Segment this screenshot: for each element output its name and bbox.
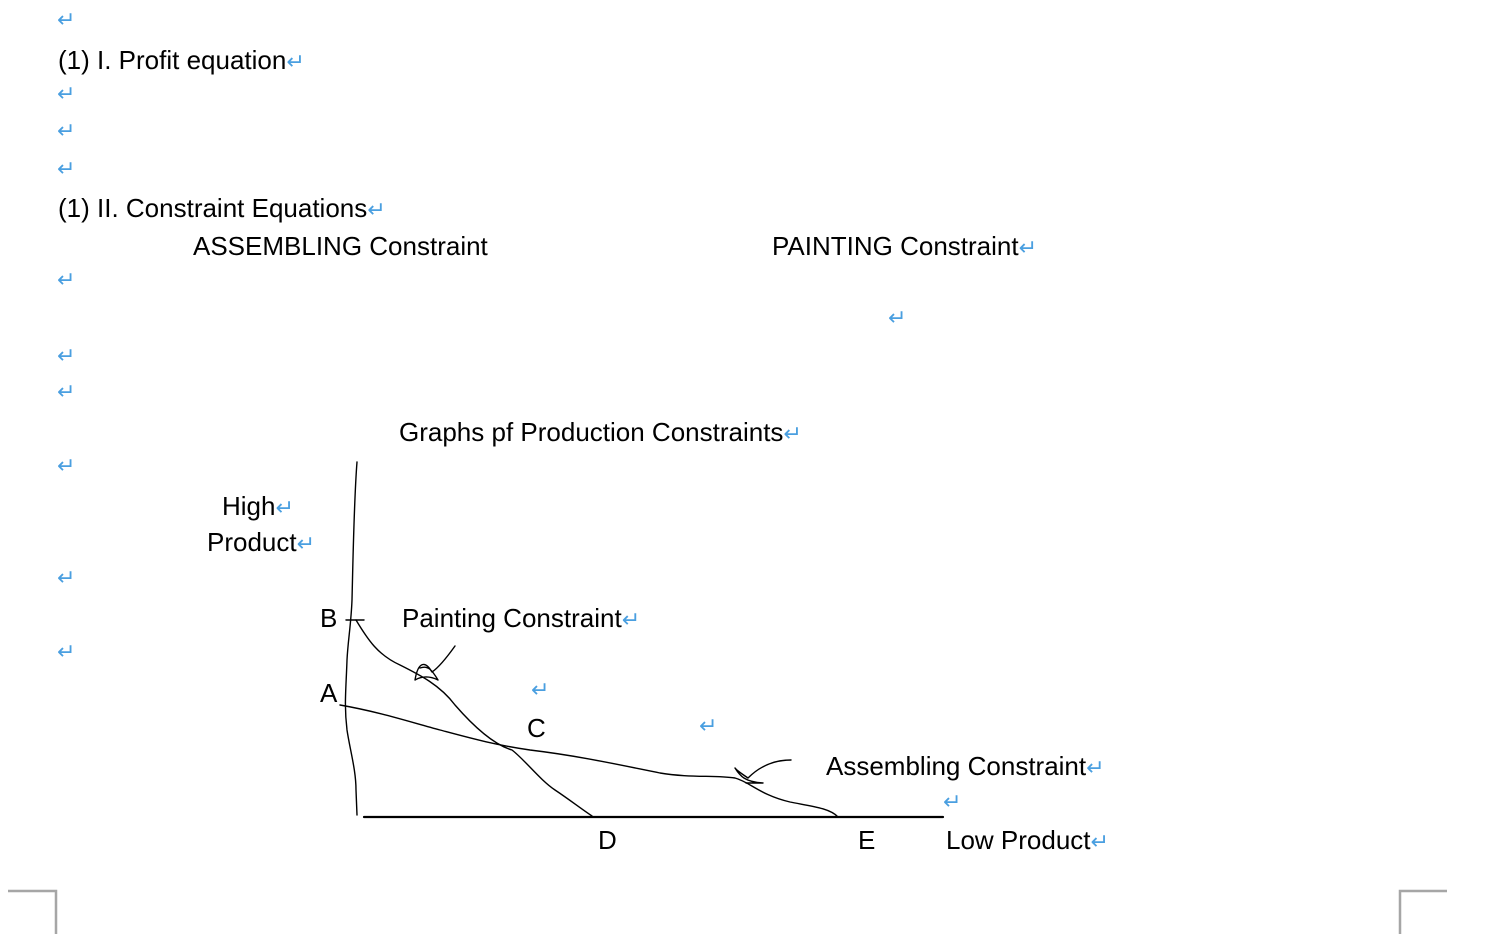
paragraph-mark: ↵ [57,343,76,368]
paragraph-mark: ↵ [57,156,76,181]
page-corner-left [8,889,58,934]
paragraph-mark: ↵ [57,267,76,292]
page-corner-right [1398,889,1447,934]
point-label-e: E [858,825,876,855]
point-label-a: A [320,678,338,708]
point-label-c: C [527,713,546,743]
paragraph-mark: ↵ [888,305,907,330]
paragraph-mark: ↵ [57,7,76,32]
paragraph-mark: ↵ [783,421,802,446]
paragraph-mark: ↵ [286,49,305,74]
paragraph-mark: ↵ [621,607,641,632]
assembling-constraint-curve [339,704,839,818]
paragraph-mark: ↵ [943,789,962,814]
y-axis-label-high: High↵ [222,491,294,521]
painting-pointer-scribble [414,645,456,681]
paragraph-mark: ↵ [1018,235,1038,260]
y-axis-line [344,461,358,816]
assembling-constraint-label: ASSEMBLING Constraint [193,231,488,261]
paragraph-mark: ↵ [57,379,76,404]
painting-constraint-label: PAINTING Constraint↵ [772,231,1038,261]
painting-curve-label: Painting Constraint↵ [402,603,641,633]
graph-title: Graphs pf Production Constraints↵ [399,417,802,447]
paragraph-mark: ↵ [57,118,76,143]
x-axis-label: Low Product↵ [946,825,1109,855]
paragraph-mark: ↵ [699,713,718,738]
paragraph-mark: ↵ [296,531,316,556]
constraint-equations-heading: (1) II. Constraint Equations↵ [58,193,386,223]
y-axis-label-product: Product↵ [207,527,316,557]
paragraph-mark: ↵ [57,81,76,106]
paragraph-mark: ↵ [1086,755,1105,780]
painting-constraint-curve [355,619,593,817]
profit-equation-heading: (1) I. Profit equation↵ [58,45,305,75]
paragraph-mark: ↵ [57,639,76,664]
paragraph-mark: ↵ [531,677,550,702]
assembling-curve-label: Assembling Constraint↵ [826,751,1105,781]
paragraph-mark: ↵ [367,197,386,222]
paragraph-mark: ↵ [1090,829,1109,854]
assembling-pointer-scribble [734,759,792,784]
paragraph-mark: ↵ [57,565,76,590]
paragraph-mark: ↵ [275,495,294,520]
point-label-d: D [598,825,617,855]
point-label-b: B [320,603,338,633]
paragraph-mark: ↵ [57,453,76,478]
